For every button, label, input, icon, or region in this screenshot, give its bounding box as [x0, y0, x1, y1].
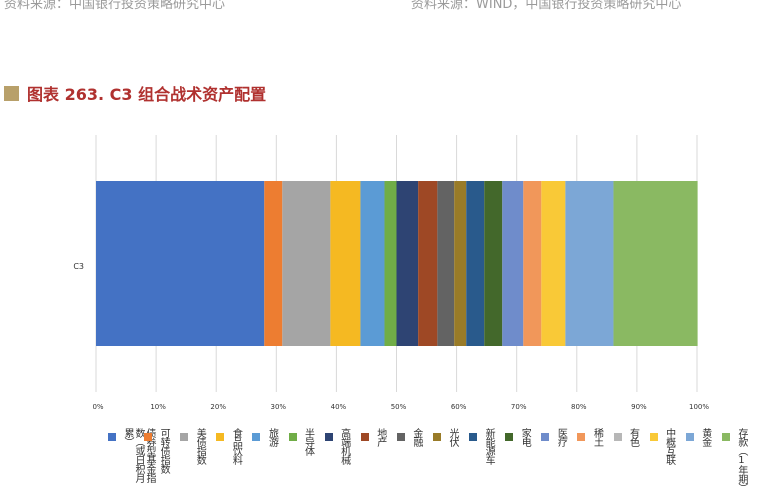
bar-segment	[466, 181, 485, 346]
bar-segment	[523, 181, 542, 346]
legend-swatch	[216, 433, 225, 441]
legend-item: 地产	[360, 428, 386, 446]
legend-item: 稀土	[577, 428, 602, 446]
category-label: C3	[73, 262, 84, 271]
legend-label: 光伏	[447, 428, 458, 446]
x-tick-label: 100%	[689, 403, 709, 411]
bar-segment	[454, 181, 467, 346]
legend-item: 有色	[613, 428, 639, 446]
legend-swatch	[252, 433, 261, 441]
legend-swatch	[721, 433, 730, 441]
bar-segment	[96, 181, 265, 346]
x-tick-label: 40%	[331, 403, 347, 411]
legend-swatch	[469, 433, 478, 441]
legend-item: 旅游	[252, 428, 277, 446]
chart-title: 图表 263. C3 组合战术资产配置	[27, 85, 267, 104]
legend: 债券型基金指数（或日积月累） 可转债指数 美债指数 食品饮料 旅游 半导体 高端机械 地产 金融…	[108, 428, 758, 492]
legend-item: 新能源车	[469, 428, 494, 464]
legend-swatch	[577, 433, 586, 441]
legend-item: 债券型基金指数（或日积月累）	[108, 428, 155, 490]
bar-segment	[437, 181, 455, 346]
legend-item: 高端机械	[324, 428, 350, 464]
legend-item: 中概互联	[649, 428, 675, 464]
legend-label: 金融	[410, 428, 422, 446]
legend-label: 地产	[374, 428, 386, 446]
legend-label: 黄金	[699, 428, 711, 446]
legend-label: 存款（1年期）	[735, 428, 747, 492]
legend-item: 光伏	[433, 428, 458, 446]
bar-segment	[264, 181, 283, 346]
legend-label: 新能源车	[483, 428, 495, 464]
legend-label: 稀土	[591, 428, 603, 446]
legend-label: 旅游	[266, 428, 278, 446]
legend-label: 有色	[627, 428, 639, 446]
legend-item: 金融	[396, 428, 422, 446]
bar-segment	[541, 181, 566, 346]
legend-label: 家电	[519, 428, 531, 446]
legend-label: 医疗	[555, 428, 567, 446]
legend-label: 可转债指数	[158, 428, 170, 473]
title-marker-square	[4, 85, 19, 101]
source-note-left: 资料来源：中国银行投资策略研究中心	[4, 0, 226, 12]
x-tick-label: 60%	[451, 403, 467, 411]
legend-label: 半导体	[302, 428, 314, 455]
bar-segment	[502, 181, 524, 346]
bar-segment	[484, 181, 503, 346]
x-tick-label: 70%	[511, 403, 527, 411]
bar-segment	[396, 181, 419, 346]
legend-label: 中概互联	[663, 428, 675, 464]
legend-swatch	[396, 433, 405, 441]
bar-segment	[565, 181, 614, 346]
legend-swatch	[360, 433, 369, 441]
x-tick-label: 0%	[92, 403, 103, 411]
legend-item: 食品饮料	[216, 428, 241, 464]
stacked-bar	[96, 181, 698, 346]
x-tick-label: 10%	[150, 403, 166, 411]
legend-swatch	[324, 433, 333, 441]
bar-segment	[418, 181, 438, 346]
bar-segment	[330, 181, 361, 346]
source-note-right: 资料来源：WIND，中国银行投资策略研究中心	[411, 0, 682, 12]
legend-swatch	[288, 433, 297, 441]
bar-segment	[360, 181, 385, 346]
legend-swatch	[505, 433, 514, 441]
legend-swatch	[180, 433, 189, 441]
legend-swatch	[433, 433, 441, 441]
legend-item: 黄金	[685, 428, 711, 446]
chart-title-bar: 图表 263. C3 组合战术资产配置	[4, 82, 266, 104]
legend-item: 医疗	[541, 428, 566, 446]
legend-item: 家电	[505, 428, 530, 446]
legend-swatch	[613, 433, 622, 441]
legend-item: 美债指数	[180, 428, 205, 464]
bar-segment	[613, 181, 698, 346]
x-tick-label: 30%	[271, 403, 287, 411]
bar-segment	[282, 181, 331, 346]
legend-label: 高端机械	[338, 428, 350, 464]
legend-swatch	[144, 433, 153, 441]
legend-item: 存款（1年期）	[721, 428, 747, 492]
legend-item: 半导体	[288, 428, 314, 455]
legend-swatch	[108, 433, 116, 441]
legend-swatch	[649, 433, 658, 441]
legend-label: 债券型基金指数（或日积月累）	[122, 428, 155, 482]
x-tick-label: 50%	[391, 403, 407, 411]
legend-label: 食品饮料	[230, 428, 242, 464]
legend-swatch	[685, 433, 694, 441]
legend-swatch	[541, 433, 550, 441]
x-tick-label: 80%	[571, 403, 587, 411]
legend-item: 可转债指数	[144, 428, 169, 473]
x-tick-label: 20%	[210, 403, 226, 411]
x-axis-ticks: 0% 10% 20% 30% 40% 50% 60% 70% 80% 90% 100%	[92, 403, 709, 411]
legend-label: 美债指数	[194, 428, 206, 464]
x-tick-label: 90%	[631, 403, 647, 411]
bar-segment	[384, 181, 397, 346]
